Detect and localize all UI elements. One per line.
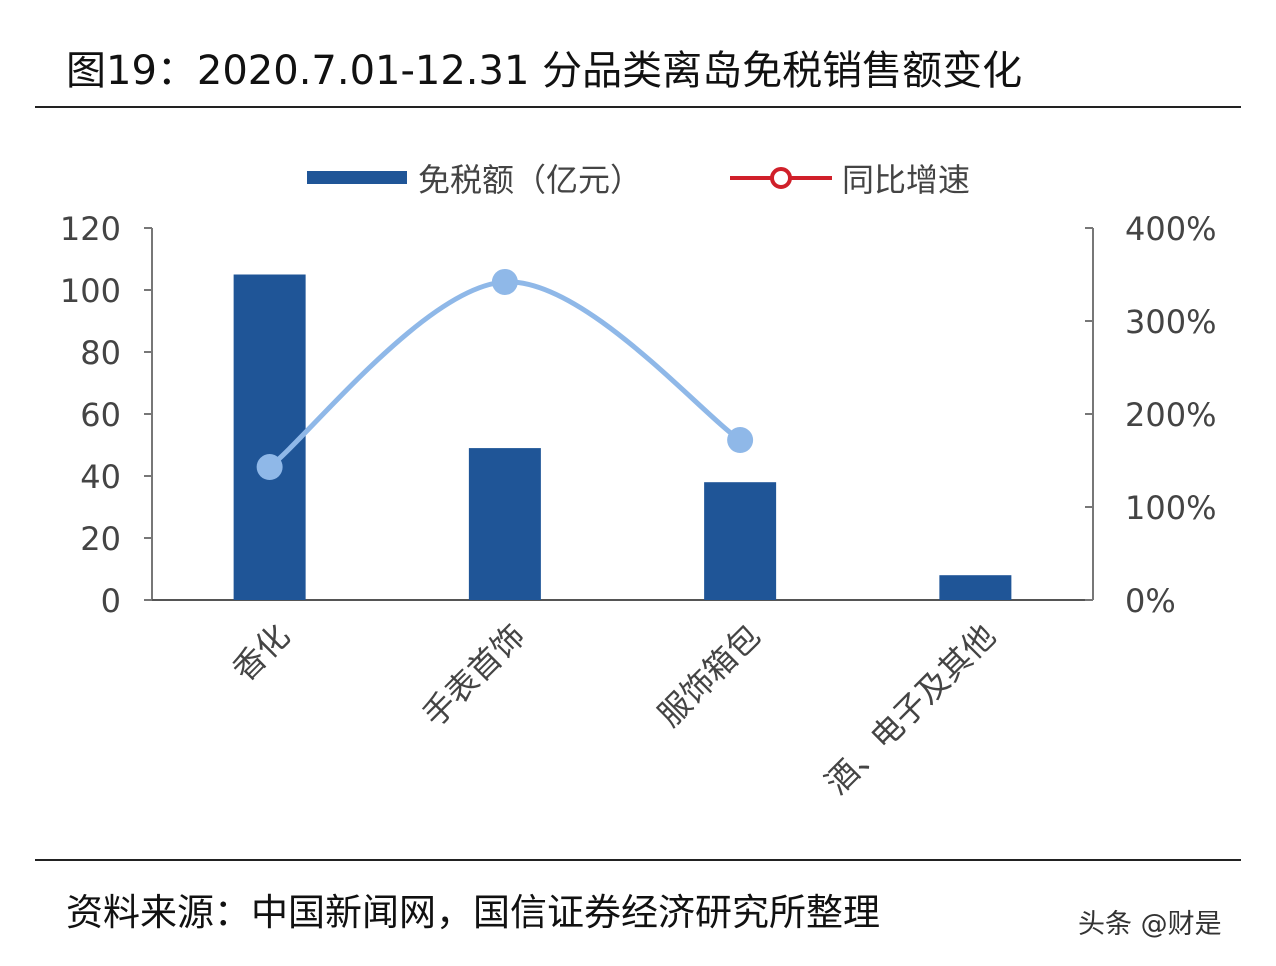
left-tick-label: 120 xyxy=(60,210,121,248)
right-tick-label: 0% xyxy=(1125,582,1176,620)
legend-line-label: 同比增速 xyxy=(842,161,970,199)
growth-point-1 xyxy=(491,268,518,295)
left-tick-label: 0 xyxy=(101,582,121,620)
category-label: 酒、电子及其他 xyxy=(818,617,1003,802)
legend-bar-label: 免税额（亿元） xyxy=(418,161,642,199)
growth-point-2 xyxy=(727,427,754,454)
category-label: 香化 xyxy=(225,617,297,689)
bar-3 xyxy=(939,575,1012,600)
source-divider xyxy=(35,859,1241,861)
bar-2 xyxy=(704,482,777,600)
left-tick-label: 60 xyxy=(80,396,121,434)
title-divider xyxy=(35,106,1241,108)
left-tick-label: 80 xyxy=(80,334,121,372)
right-tick-label: 100% xyxy=(1125,489,1216,527)
bar-0 xyxy=(233,274,306,600)
source-note: 资料来源：中国新闻网，国信证券经济研究所整理 xyxy=(66,891,880,934)
left-tick-label: 20 xyxy=(80,520,121,558)
right-tick-label: 400% xyxy=(1125,210,1216,248)
legend-line-marker xyxy=(770,167,792,189)
legend: 免税额（亿元） 同比增速 xyxy=(307,161,970,199)
right-tick-label: 200% xyxy=(1125,396,1216,434)
left-tick-label: 40 xyxy=(80,458,121,496)
watermark: 头条 @财是 xyxy=(1078,909,1222,940)
right-tick-label: 300% xyxy=(1125,303,1216,341)
legend-bar-swatch xyxy=(307,171,407,184)
bar-1 xyxy=(468,448,541,600)
figure-title: 图19：2020.7.01-12.31 分品类离岛免税销售额变化 xyxy=(66,48,1023,94)
category-label: 服饰箱包 xyxy=(650,617,767,734)
category-label: 手表首饰 xyxy=(415,617,532,734)
growth-line xyxy=(268,279,742,469)
left-tick-label: 100 xyxy=(60,272,121,310)
growth-point-0 xyxy=(256,454,283,481)
